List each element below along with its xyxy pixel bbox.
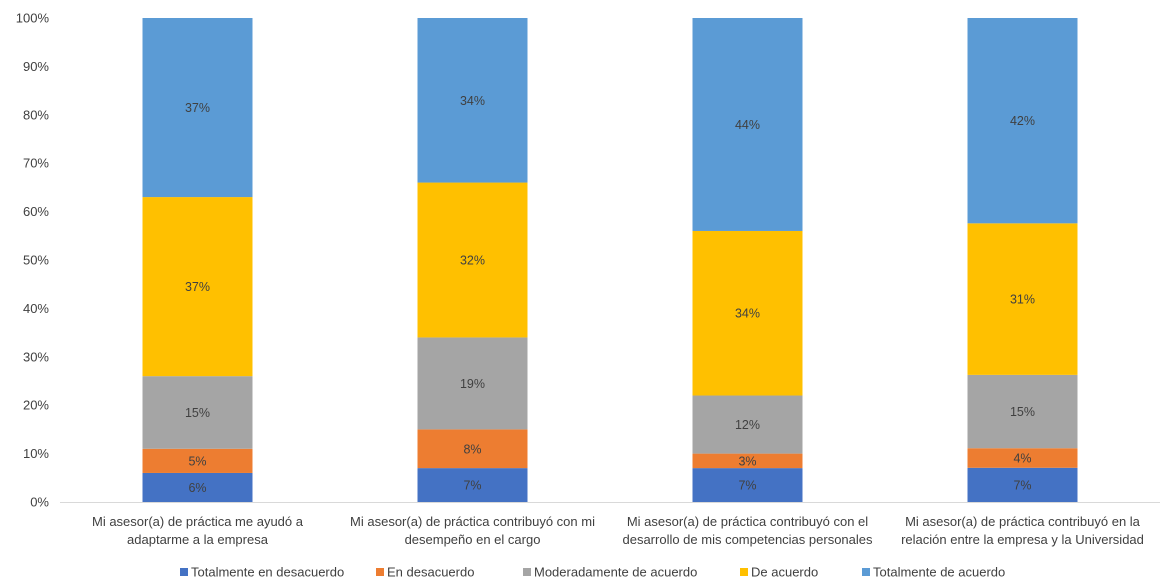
data-labels: 6% 5% 15% 37% 37% 7% 8% 19% 32% 34% 7% 3% 12% 34% 44% 7… [185, 94, 1035, 495]
data-label: 37% [185, 280, 210, 294]
bar-segment [417, 429, 528, 469]
x-tick-label: Mi asesor(a) de práctica contribuyó en l… [901, 514, 1144, 547]
data-label: 6% [188, 481, 206, 495]
x-tick-label: Mi asesor(a) de práctica contribuyó con … [622, 514, 873, 547]
legend-item: Totalmente de acuerdo [862, 565, 1005, 580]
y-axis: 0% 10% 20% 30% 40% 50% 60% 70% 80% 90% 100% [16, 11, 50, 510]
y-tick-label: 20% [23, 398, 49, 413]
bar-segment [417, 468, 528, 502]
bar-segment [142, 376, 253, 449]
bar-segment [967, 223, 1078, 375]
legend-swatch [180, 568, 188, 576]
bar-segment [967, 374, 1078, 449]
y-tick-label: 10% [23, 446, 49, 461]
legend-swatch [376, 568, 384, 576]
data-label: 4% [1013, 452, 1031, 466]
y-tick-label: 90% [23, 59, 49, 74]
legend-label: De acuerdo [751, 565, 818, 580]
legend-item: De acuerdo [740, 565, 818, 580]
y-tick-label: 30% [23, 349, 49, 364]
legend-label: Totalmente de acuerdo [873, 565, 1005, 580]
x-tick-label-line: relación entre la empresa y la Universid… [901, 532, 1144, 547]
legend-item: Totalmente en desacuerdo [180, 565, 344, 580]
data-label: 31% [1010, 293, 1035, 307]
y-tick-label: 40% [23, 301, 49, 316]
legend: Totalmente en desacuerdo En desacuerdo Mod… [180, 565, 1005, 580]
x-tick-label: Mi asesor(a) de práctica me ayudó a adapt… [92, 514, 304, 547]
bar-segment [692, 18, 803, 231]
data-label: 15% [185, 406, 210, 420]
data-label: 5% [188, 454, 206, 468]
bar-segment [142, 448, 253, 473]
bar-segment [142, 18, 253, 198]
legend-swatch [523, 568, 531, 576]
y-tick-label: 70% [23, 156, 49, 171]
x-tick-label-line: Mi asesor(a) de práctica contribuyó con … [627, 514, 868, 529]
data-label: 32% [460, 254, 485, 268]
data-label: 7% [738, 479, 756, 493]
data-label: 34% [460, 94, 485, 108]
data-label: 8% [463, 442, 481, 456]
bar-segment [417, 18, 528, 183]
bar-segment [692, 395, 803, 454]
legend-label: Moderadamente de acuerdo [534, 565, 697, 580]
bar-segment [967, 467, 1078, 502]
x-tick-label: Mi asesor(a) de práctica contribuyó con … [350, 514, 595, 547]
data-label: 37% [185, 101, 210, 115]
y-tick-label: 60% [23, 204, 49, 219]
legend-item: En desacuerdo [376, 565, 474, 580]
legend-label: Totalmente en desacuerdo [191, 565, 344, 580]
data-label: 19% [460, 377, 485, 391]
bar-segment [967, 448, 1078, 468]
y-tick-label: 50% [23, 253, 49, 268]
bar-segment [417, 337, 528, 430]
y-tick-label: 80% [23, 107, 49, 122]
bar-segment [692, 453, 803, 469]
legend-item: Moderadamente de acuerdo [523, 565, 697, 580]
bar-segment [692, 468, 803, 502]
data-label: 7% [1013, 478, 1031, 492]
x-tick-label-line: Mi asesor(a) de práctica contribuyó con … [350, 514, 595, 529]
legend-label: En desacuerdo [387, 565, 474, 580]
x-tick-label-line: desempeño en el cargo [405, 532, 541, 547]
data-label: 44% [735, 118, 760, 132]
bar-segment [142, 472, 253, 502]
data-label: 34% [735, 307, 760, 321]
legend-swatch [740, 568, 748, 576]
y-tick-label: 0% [30, 495, 49, 510]
data-label: 3% [738, 454, 756, 468]
data-label: 42% [1010, 114, 1035, 128]
x-tick-label-line: Mi asesor(a) de práctica me ayudó a [92, 514, 304, 529]
x-tick-label-line: Mi asesor(a) de práctica contribuyó en l… [905, 514, 1141, 529]
data-label: 12% [735, 418, 760, 432]
bar-segment [142, 197, 253, 377]
legend-swatch [862, 568, 870, 576]
bars [142, 18, 1078, 502]
bar-segment [967, 18, 1078, 224]
bar-segment [417, 182, 528, 338]
x-tick-label-line: adaptarme a la empresa [127, 532, 269, 547]
y-tick-label: 100% [16, 11, 50, 26]
data-label: 7% [463, 479, 481, 493]
bar-segment [692, 230, 803, 396]
x-tick-label-line: desarrollo de mis competencias personale… [622, 532, 873, 547]
data-label: 15% [1010, 405, 1035, 419]
